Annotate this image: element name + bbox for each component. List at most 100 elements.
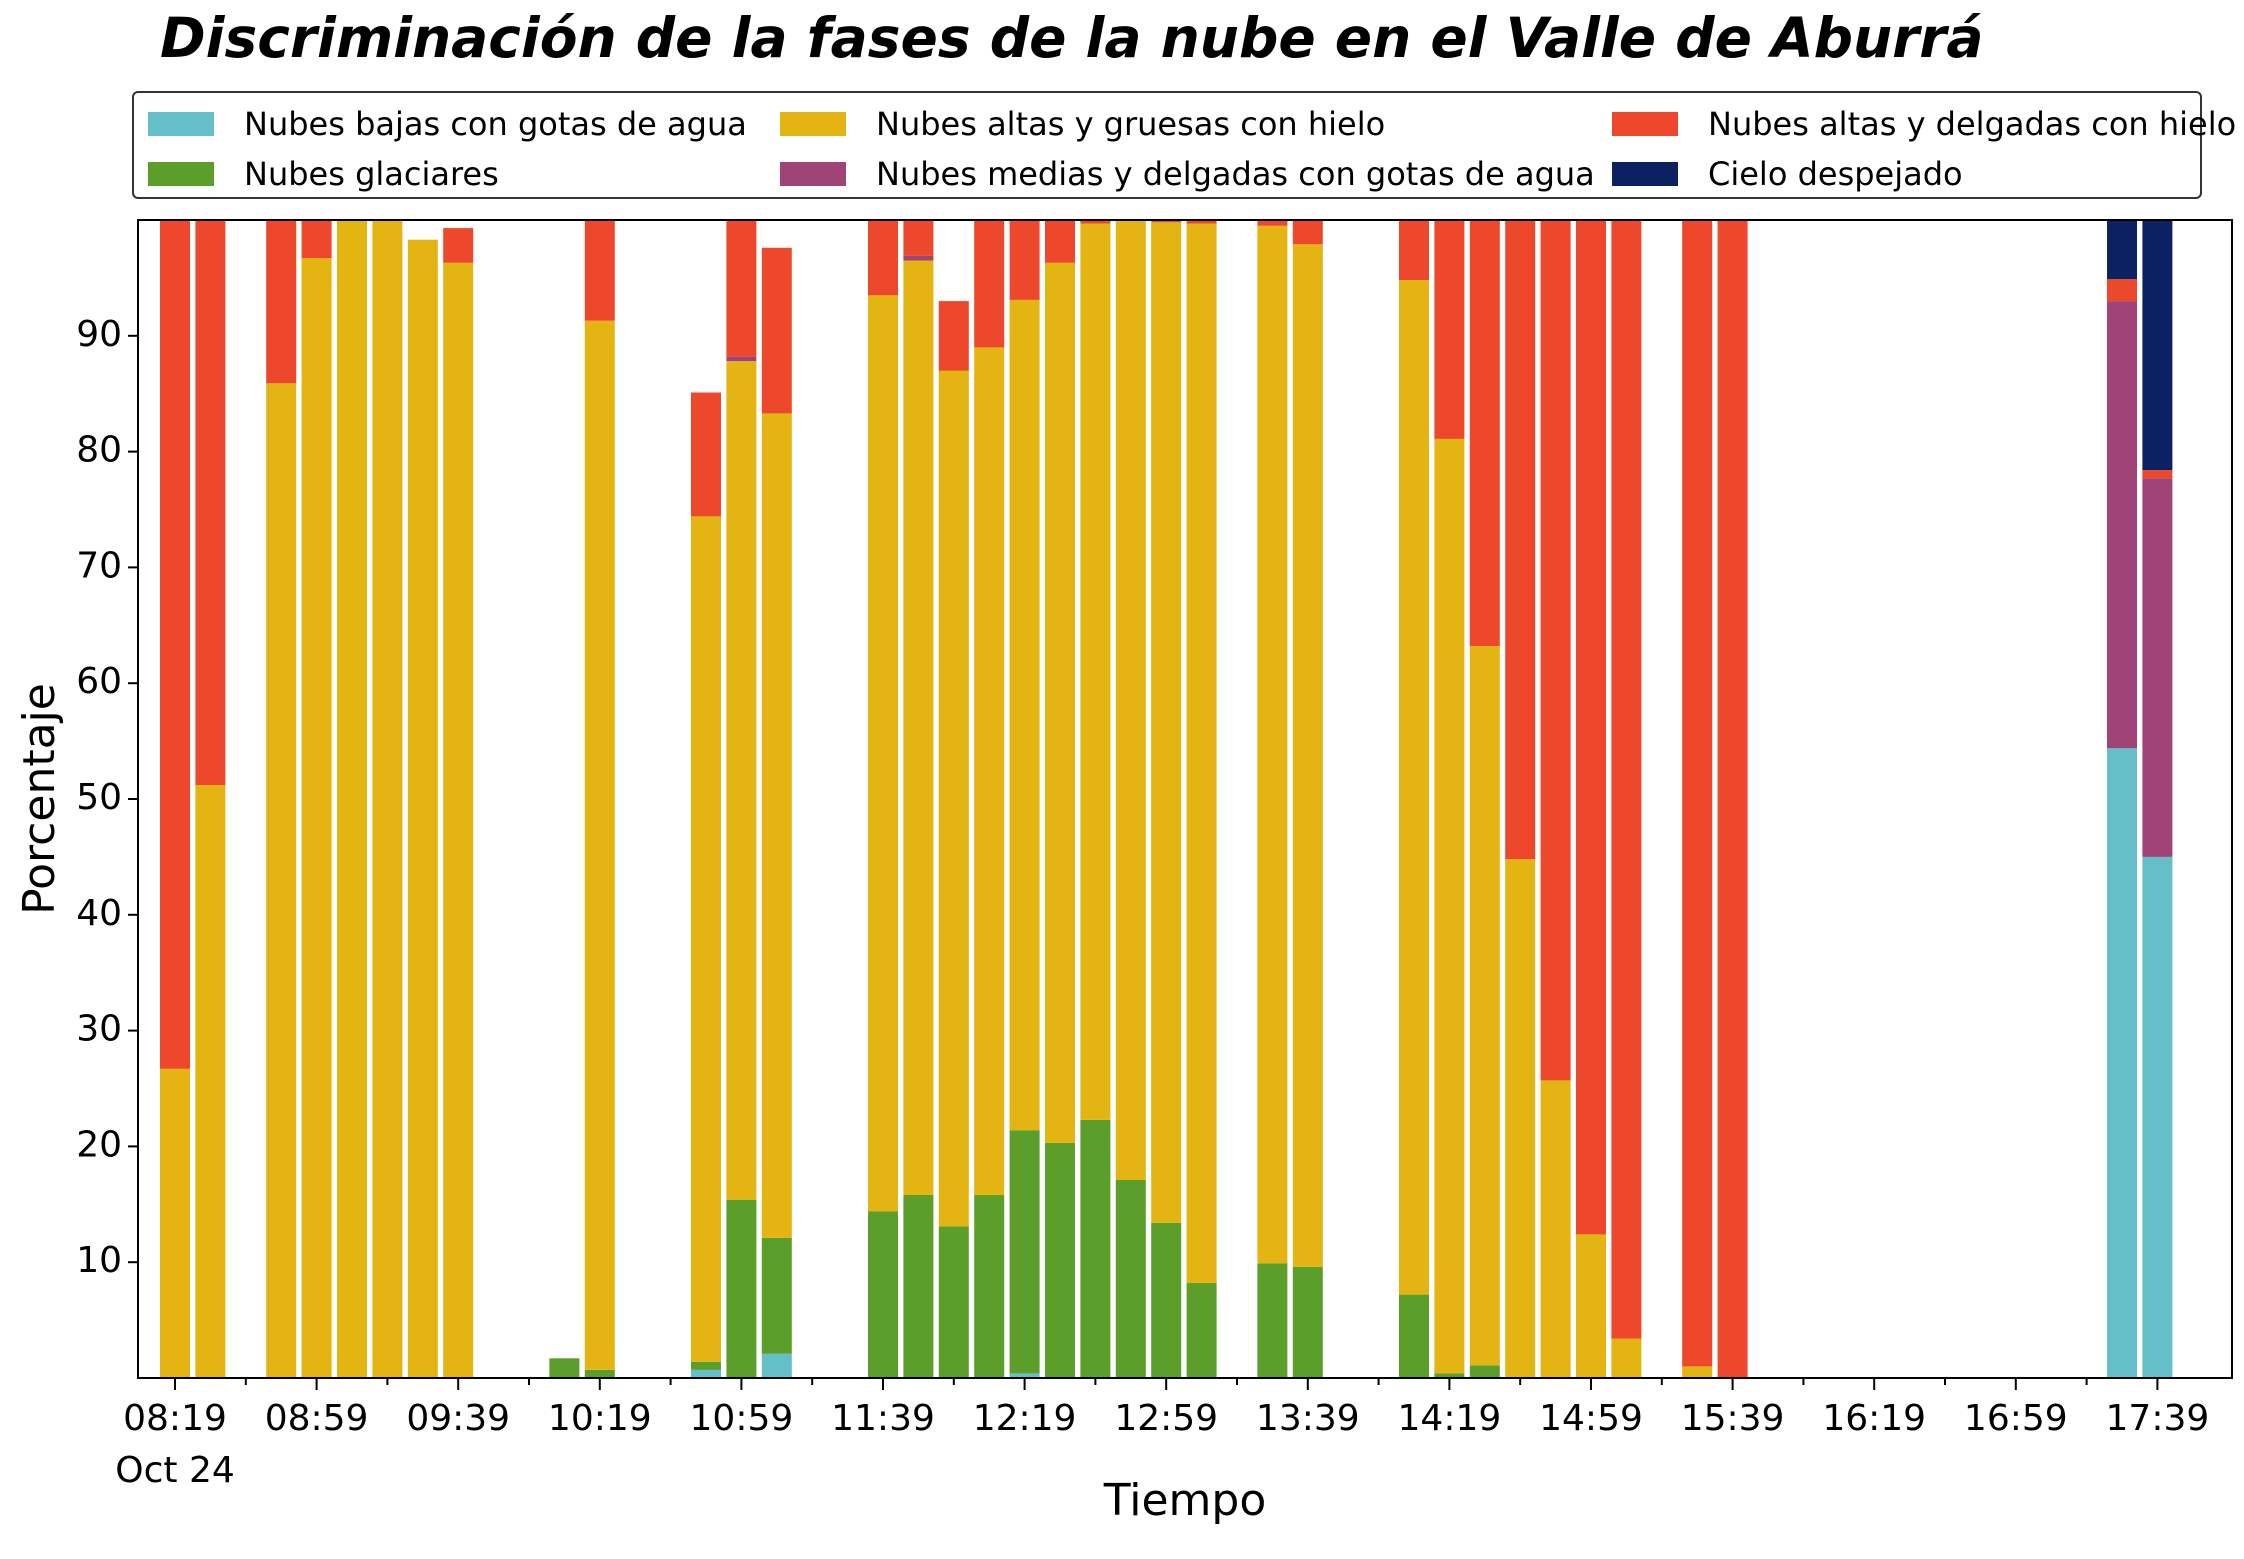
bar-segment — [1399, 1294, 1429, 1378]
legend-label: Cielo despejado — [1708, 155, 1963, 193]
bar-segment — [726, 1199, 757, 1378]
bar-segment — [1399, 220, 1429, 281]
bar-segment — [1009, 1373, 1040, 1378]
x-tick-label: 14:59 — [1539, 1398, 1643, 1439]
x-tick-label: 16:59 — [1964, 1398, 2068, 1439]
bar-segment — [974, 347, 1005, 1196]
bar-segment — [1186, 1283, 1217, 1378]
x-tick-label: 11:39 — [831, 1398, 935, 1439]
legend-swatch — [1612, 112, 1678, 136]
bar-segment — [2142, 220, 2173, 471]
y-tick-label: 90 — [76, 314, 122, 355]
x-tick-label: 12:19 — [973, 1398, 1077, 1439]
legend-item-clear-sky: Cielo despejado — [1612, 155, 1963, 193]
bar-segment — [903, 220, 934, 256]
bars-group — [160, 220, 2173, 1379]
x-tick-label: 08:59 — [265, 1398, 369, 1439]
bar-segment — [868, 295, 898, 1212]
bar-segment — [2142, 478, 2173, 857]
legend-item-high-thin-ice-clouds: Nubes altas y delgadas con hielo — [1612, 105, 2236, 143]
bar-segment — [372, 220, 403, 1378]
bar-segment — [726, 361, 757, 1200]
bar-segment — [1682, 220, 1713, 1367]
y-tick-label: 60 — [76, 661, 122, 702]
bar-segment — [938, 1226, 969, 1378]
x-tick-label: 17:39 — [2106, 1398, 2210, 1439]
bar-segment — [2107, 279, 2137, 302]
bar-segment — [903, 1195, 934, 1378]
x-tick-label: 12:59 — [1114, 1398, 1218, 1439]
y-tick-label: 20 — [76, 1124, 122, 1165]
bar-segment — [2142, 856, 2173, 1378]
legend-item-high-thick-ice-clouds: Nubes altas y gruesas con hielo — [780, 105, 1385, 143]
bar-segment — [584, 220, 615, 321]
bar-segment — [1151, 220, 1182, 223]
y-tick-label: 50 — [76, 777, 122, 818]
bar-segment — [1292, 1266, 1323, 1378]
bar-segment — [726, 220, 757, 357]
legend-label: Nubes bajas con gotas de agua — [244, 105, 747, 143]
chart-title: Discriminación de la fases de la nube en… — [160, 6, 1984, 70]
bar-segment — [691, 516, 721, 1362]
legend-item-glacial-clouds: Nubes glaciares — [148, 155, 499, 193]
bar-segment — [1399, 280, 1429, 1295]
bar-segment — [2142, 470, 2173, 479]
y-tick-label: 70 — [76, 545, 122, 586]
y-axis-label: Porcentaje — [14, 683, 65, 915]
bar-segment — [1469, 220, 1500, 647]
y-tick-label: 80 — [76, 430, 122, 471]
bar-segment — [2107, 220, 2137, 280]
legend-swatch — [148, 162, 214, 186]
bar-segment — [1292, 220, 1323, 245]
x-tick-label: 10:19 — [548, 1398, 652, 1439]
bar-segment — [337, 220, 367, 1378]
bar-segment — [761, 413, 792, 1238]
legend-label: Nubes altas y delgadas con hielo — [1708, 105, 2237, 143]
bar-segment — [195, 785, 226, 1378]
bar-segment — [160, 1068, 190, 1378]
bar-segment — [974, 1195, 1005, 1378]
bar-segment — [1434, 438, 1465, 1374]
bar-segment — [266, 220, 297, 384]
bar-segment — [407, 239, 438, 1379]
x-axis-label: Tiempo — [1103, 1475, 1267, 1526]
bar-segment — [868, 1211, 898, 1378]
bar-segment — [1045, 1142, 1075, 1378]
bar-segment — [1505, 859, 1536, 1378]
bar-segment — [938, 370, 969, 1227]
y-tick-label: 30 — [76, 1009, 122, 1050]
bar-segment — [1009, 299, 1040, 1131]
y-tick-label: 40 — [76, 893, 122, 934]
bar-segment — [2107, 301, 2137, 749]
bar-segment — [443, 262, 474, 1378]
bar-segment — [1080, 223, 1111, 1120]
bar-segment — [938, 301, 969, 371]
bar-segment — [903, 255, 934, 261]
bar-segment — [868, 220, 898, 296]
bar-segment — [691, 1369, 721, 1378]
bar-segment — [549, 1358, 580, 1378]
bar-segment — [1186, 220, 1217, 224]
bar-segment — [1611, 220, 1642, 1339]
bar-segment — [1186, 223, 1217, 1284]
bar-segment — [1505, 220, 1536, 860]
bar-segment — [160, 220, 190, 1069]
bar-segment — [1434, 1373, 1465, 1378]
bar-segment — [974, 220, 1005, 348]
legend: Nubes bajas con gotas de agua Nubes glac… — [132, 91, 2236, 199]
bar-segment — [301, 220, 332, 259]
bar-segment — [761, 247, 792, 414]
bar-segment — [1540, 1080, 1571, 1378]
x-tick-label: 10:59 — [690, 1398, 794, 1439]
bar-segment — [1257, 220, 1288, 226]
x-tick-label: 09:39 — [406, 1398, 510, 1439]
bar-segment — [1009, 220, 1040, 300]
bar-segment — [1009, 1130, 1040, 1374]
bar-segment — [1080, 220, 1111, 224]
x-date-label: Oct 24 — [115, 1450, 235, 1491]
bar-segment — [903, 260, 934, 1195]
bar-segment — [1469, 1365, 1500, 1378]
bar-segment — [1115, 220, 1146, 1180]
legend-swatch — [148, 112, 214, 136]
